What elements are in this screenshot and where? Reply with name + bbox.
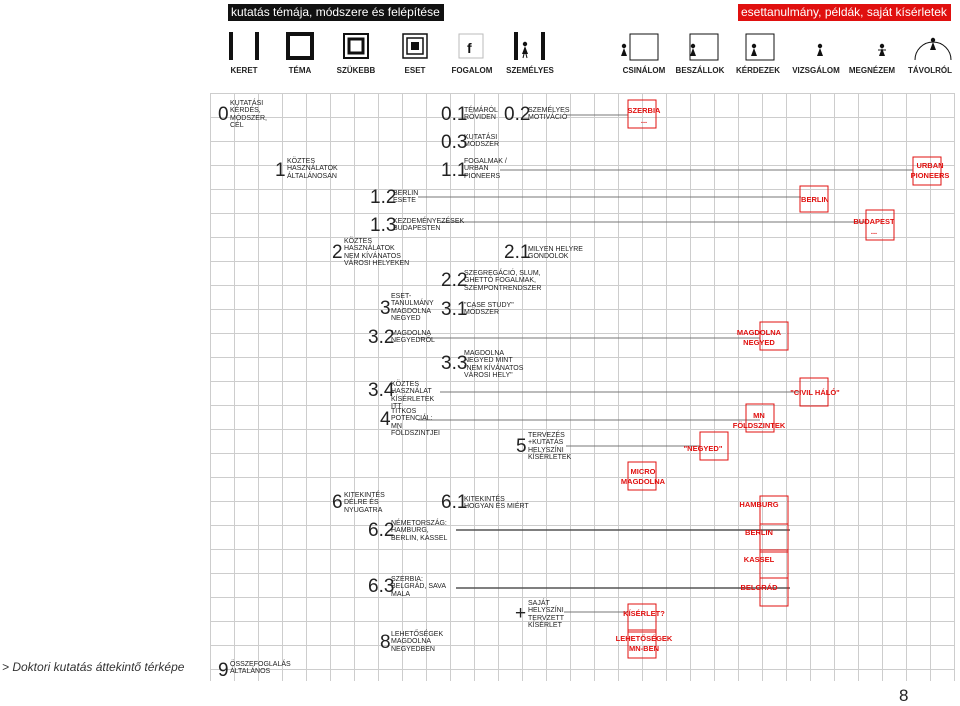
double-nested-square-icon [402,33,428,59]
outline-num-5: 5 [516,436,527,457]
case-kiserlet: KÍSÉRLET? [623,609,665,618]
outline-label-8: LEHETŐSÉGEK MAGDOLNA NEGYEDBEN [391,631,444,653]
icon-label-beszallok: BESZÁLLOK [675,66,725,75]
icon-row: f [229,32,952,61]
icon-label-szukebb: SZÜKEBB [336,66,376,75]
page-number: 8 [899,686,909,705]
outline-label-1-2: BERLIN ESETE [393,190,419,205]
case-civil-halo: "CIVIL HÁLÓ" [790,388,840,397]
square-frame-icon [286,32,314,60]
outline-label-plus: SAJÁT HELYSZÍNI TERVZETT KÍSÉRLET [528,600,564,630]
frame-bars-icon [229,32,259,60]
person-square-icon [621,33,659,61]
outline-label-1: KÖZTES HASZNÁLATOK ÁLTALÁNOSAN [287,158,338,180]
case-magdolna-negyed: MAGDOLNA NEGYED [736,328,782,347]
outline-label-5: TERVEZÉS +KUTATÁS HELYSZÍNI KÍSÉRLETEK [528,432,572,462]
icon-label-tavolrol: TÁVOLRÓL [908,66,952,75]
person-dome-icon [914,37,952,61]
case-berlin-2: BERLIN [745,528,773,537]
outline-num-3-4: 3.4 [368,380,395,401]
outline-label-3: ESET-TANULMÁNY MAGDOLNA NEGYED [391,293,434,323]
case-belgrad: BELGRÁD [740,583,778,592]
outline-num-3-1: 3.1 [441,299,468,320]
outline-label-3-3: MAGDOLNA NEGYED MINT "NEM KÍVÁNATOS VÁRO… [464,350,524,380]
outline-num-6-3: 6.3 [368,576,395,597]
icon-label-keret: KERET [230,66,258,75]
outline-num-2: 2 [332,242,343,263]
outline-num-0: 0 [218,104,229,125]
person-looking-icon [878,43,886,56]
outline-num-6-1: 6.1 [441,492,468,513]
case-urban-pioneers: URBAN PIONEERS [910,161,950,180]
f-letter-icon: f [458,33,484,59]
case-mn-foldszintek: MN FÖLDSZINTEK [732,411,786,430]
icon-label-tema: TÉMA [288,66,312,75]
outline-label-3-1: "CASE STUDY" MÓDSZER [464,302,514,317]
icon-label-fogalom: FOGALOM [451,66,493,75]
outline-label-9: ÖSSZEFOGLALÁS ÁLTALÁNOS [230,661,291,676]
case-hamburg: HAMBURG [739,500,779,509]
outline-label-6-2: NÉMETORSZÁG: HAMBURG, BERLIN, KASSEL [391,520,448,542]
icon-label-vizsgalom: VIZSGÁLOM [792,66,840,75]
outline-label-6-1: KITEKINTÉS HOGYAN ÉS MIÉRT [464,496,529,511]
case-berlin-1: BERLIN [801,195,829,204]
icon-label-megnezem: MEGNÉZEM [848,66,896,75]
person-asking-icon [745,33,775,61]
outline-num-3: 3 [380,298,391,319]
outline-num-2-2: 2.2 [441,270,468,291]
outline-num-8: 8 [380,632,391,653]
outline-label-2: KÖZTES HASZNÁLATOK NEM KÍVÁNATOS VÁROSI … [344,238,410,268]
case-negyed: "NEGYED" [683,444,723,453]
outline-num-3-2: 3.2 [368,327,395,348]
outline-num-1-1: 1.1 [441,160,468,181]
person-examining-icon [817,43,823,56]
outline-num-3-3: 3.3 [441,353,468,374]
icon-label-eset: ESET [404,66,426,75]
outline-label-0-3: KUTATÁSI MÓDSZER [464,134,499,149]
outline-label-2-1: MILYEN HELYRE GONDOLOK [528,246,583,261]
outline-label-2-2: SZEGREGÁCIÓ, SLUM, GHETTÓ FOGALMAK, SZEM… [464,270,542,292]
header-left-title: kutatás témája, módszere és felépítése [228,4,444,21]
outline-num-1: 1 [275,160,286,181]
case-micro-magdolna: MICRO MAGDOLNA [620,467,666,486]
outline-label-6-3: SZERBIA: BELGRÁD, SAVA MALA [391,576,446,598]
outline-num-9: 9 [218,660,229,681]
outline-num-plus: + [515,603,527,624]
outline-label-0: KUTATÁSI KÉRDÉS, MÓDSZER, CÉL [230,100,267,130]
outline-label-1-3: KEZDEMÉNYEZÉSEK BUDAPESTEN [393,218,465,233]
icon-label-csinalom: CSINÁLOM [622,66,666,75]
case-budapest: BUDAPEST ... [853,217,895,236]
outline-label-6: KITEKINTÉS DÉLRE ÉS NYUGATRA [344,492,385,514]
person-in-bars-icon [514,32,545,60]
case-szerbia: SZERBIA ... [627,106,661,125]
outline-num-6: 6 [332,492,343,513]
outline-label-3-4: KÖZTES HASZNÁLAT KÍSÉRLETEK ITT [391,381,435,411]
background-grid [210,93,955,681]
outline-num-2-1: 2.1 [504,242,531,263]
outline-label-1-1: FOGALMAK / URBAN PIONEERS [464,158,507,180]
icon-label-kerdezek: KÉRDEZEK [735,66,780,75]
nested-square-icon [343,33,369,59]
header-right-title: esettanulmány, példák, saját kísérletek [738,4,951,21]
footer-caption: > Doktori kutatás áttekintő térképe [2,660,185,674]
case-kassel: KASSEL [743,555,775,564]
outline-num-0-2: 0.2 [504,104,531,125]
outline-label-4: TITKOS POTENCIÁL: MN FÖLDSZINTJEI [391,408,441,438]
icon-label-szemelyes: SZEMÉLYES [506,66,554,75]
outline-label-0-1: TÉMÁRÓL RÖVIDEN [464,107,498,122]
outline-num-6-2: 6.2 [368,520,395,541]
outline-num-4: 4 [380,409,391,430]
outline-label-3-2: MAGDOLNA NEGYEDRŐL [391,330,435,345]
person-entering-icon [689,33,719,61]
outline-num-0-1: 0.1 [441,104,468,125]
svg-text:f: f [467,40,472,56]
outline-num-1-2: 1.2 [370,187,397,208]
case-lehetosegek: LEHETŐSÉGEK MN-BEN [615,634,673,653]
outline-num-0-3: 0.3 [441,132,468,153]
outline-label-0-2: SZEMÉLYES MOTIVÁCIÓ [528,107,570,122]
outline-num-1-3: 1.3 [370,215,397,236]
